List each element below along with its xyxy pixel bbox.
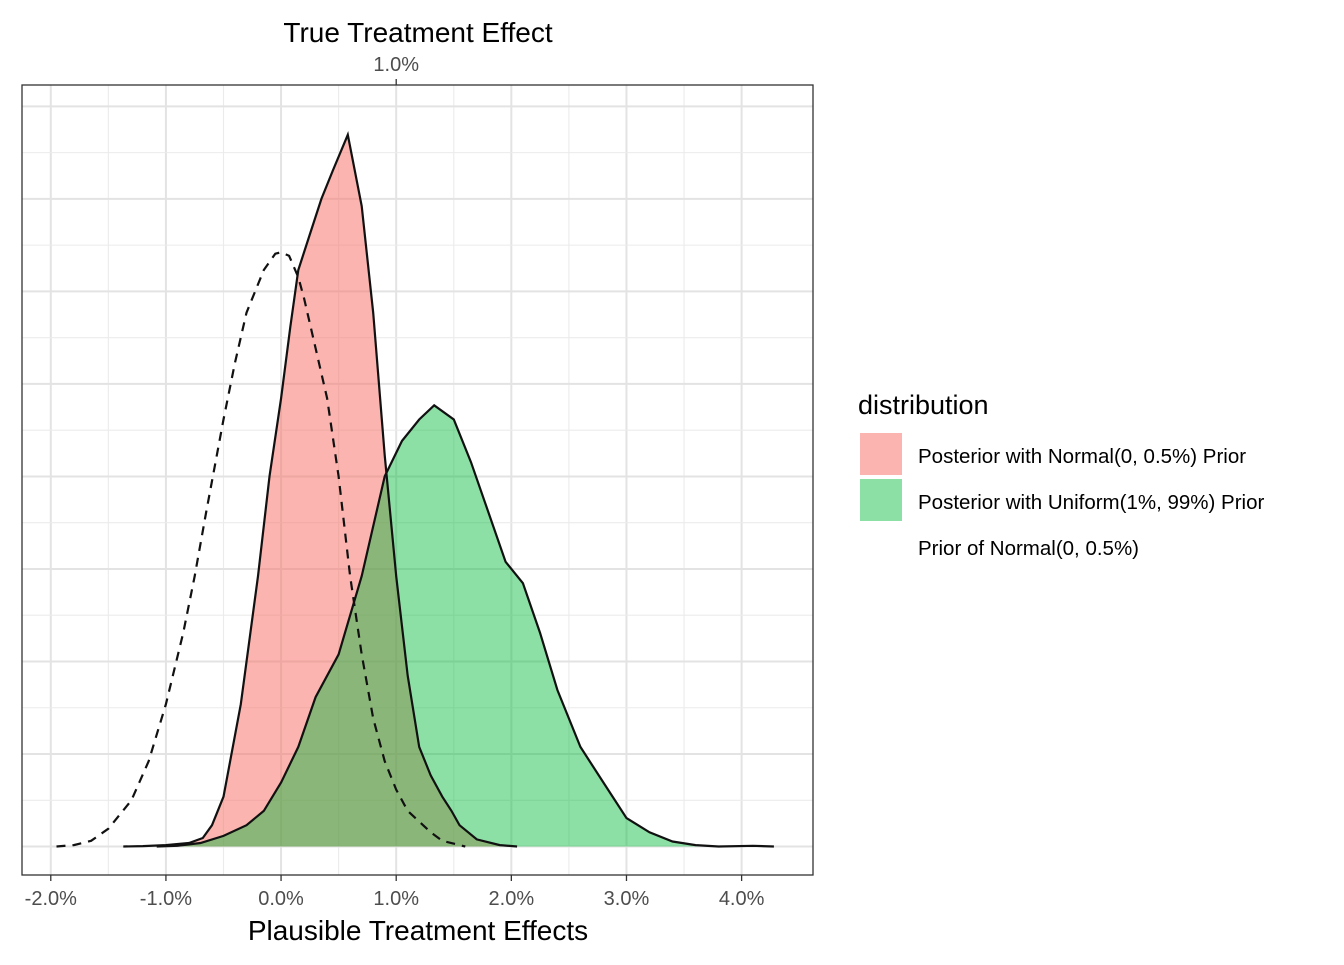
legend-label-posterior-with-uniform-1-99-prior: Posterior with Uniform(1%, 99%) Prior: [918, 491, 1264, 514]
x-tick-label: 3.0%: [604, 888, 650, 910]
top-axis-title: True Treatment Effect: [283, 17, 552, 48]
x-axis: -2.0% -1.0% 0.0% 1.0% 2.0% 3.0% 4.0%: [25, 875, 765, 910]
x-tick-label: 4.0%: [719, 888, 765, 910]
x-tick-label: 0.0%: [258, 888, 304, 910]
posterior-with-uniform-1-99-prior-area: [156, 405, 774, 847]
legend-label-prior-of-normal-0-0-5: Prior of Normal(0, 0.5%): [918, 537, 1139, 560]
posterior-with-uniform-1-99-prior-line: [156, 403, 774, 848]
density-series: [56, 131, 774, 848]
legend-key-posterior-with-uniform-1-99-prior: [860, 479, 902, 521]
x-tick-label: 2.0%: [489, 888, 535, 910]
posterior-with-normal-0-0-5-prior-line: [123, 131, 518, 848]
x-tick-label: 1.0%: [373, 888, 419, 910]
plot-frame: [21, 84, 814, 876]
legend-key-prior-of-normal-0-0-5: [860, 525, 902, 567]
x-tick-label: -1.0%: [140, 888, 192, 910]
legend-key-posterior-with-normal-0-0-5-prior: [860, 433, 902, 475]
x-axis-title: Plausible Treatment Effects: [248, 915, 588, 946]
legend-label-posterior-with-normal-0-0-5-prior: Posterior with Normal(0, 0.5%) Prior: [918, 445, 1246, 468]
x-tick-label: -2.0%: [25, 888, 77, 910]
legend-title: distribution: [858, 390, 989, 420]
top-axis-tick-label: 1.0%: [373, 54, 419, 76]
top-axis: True Treatment Effect 1.0%: [283, 17, 553, 85]
panel-border: [21, 84, 814, 876]
posterior-with-normal-0-0-5-prior-area: [123, 134, 518, 847]
prior-of-normal-0-0-5-line: [56, 251, 466, 848]
legend: distribution Posterior with Normal(0, 0.…: [858, 390, 1264, 567]
